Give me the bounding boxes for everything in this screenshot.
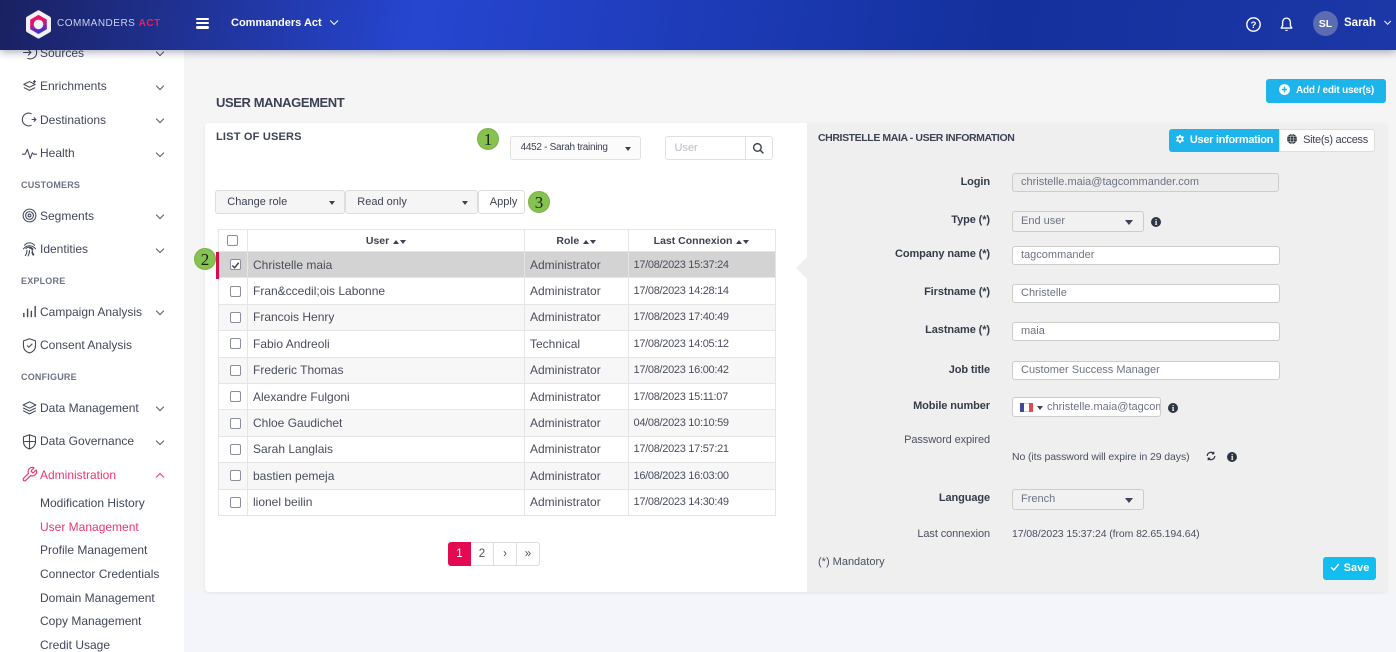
svg-text:?: ?: [1251, 20, 1257, 31]
